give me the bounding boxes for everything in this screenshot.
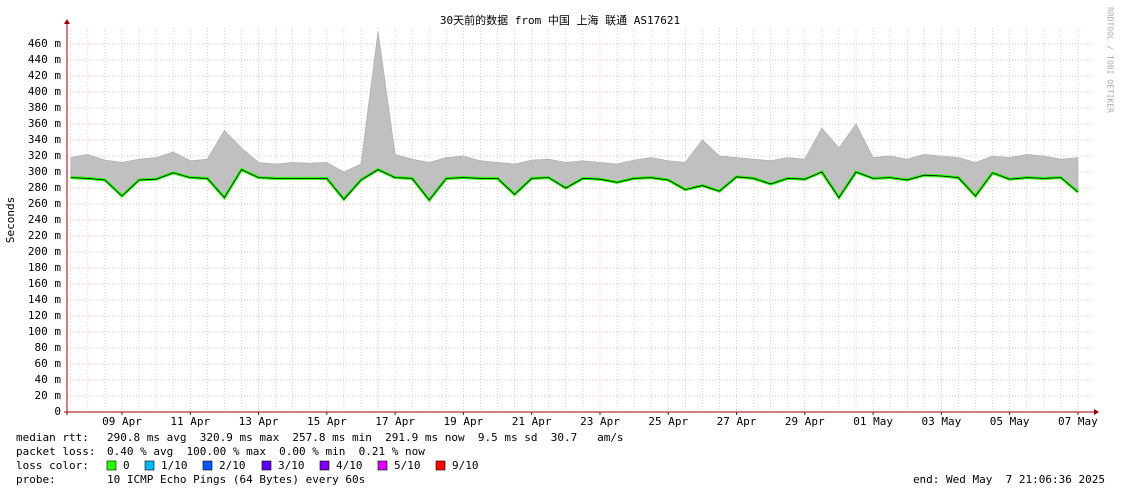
legend-label: 0 — [123, 459, 130, 472]
chart-title: 30天前的数据 from 中国 上海 联通 AS17621 — [440, 13, 680, 27]
axis-arrow — [64, 19, 70, 24]
y-tick-label: 260 m — [28, 197, 61, 210]
stat-text: 290.8 ms avg 320.9 ms max 257.8 ms min 2… — [107, 431, 624, 444]
legend-swatch — [144, 460, 155, 471]
legend-label: 5/10 — [394, 459, 421, 472]
median-core — [70, 169, 1079, 201]
y-tick-label: 420 m — [28, 69, 61, 82]
x-tick-label: 05 May — [990, 415, 1030, 428]
y-tick-label: 460 m — [28, 37, 61, 50]
y-tick-label: 400 m — [28, 85, 61, 98]
y-tick-label: 140 m — [28, 293, 61, 306]
y-tick-label: 0 — [54, 405, 61, 418]
legend-swatch — [377, 460, 388, 471]
y-tick-label: 340 m — [28, 133, 61, 146]
y-tick-label: 60 m — [35, 357, 62, 370]
x-tick-label: 25 Apr — [648, 415, 688, 428]
y-tick-label: 80 m — [35, 341, 62, 354]
x-tick-label: 03 May — [921, 415, 961, 428]
legend-label: 3/10 — [278, 459, 305, 472]
legend-swatch — [202, 460, 213, 471]
end-time: end: Wed May 7 21:06:36 2025 — [913, 473, 1105, 486]
x-tick-label: 09 Apr — [102, 415, 142, 428]
x-tick-label: 11 Apr — [170, 415, 210, 428]
legend-label: 9/10 — [452, 459, 479, 472]
y-tick-label: 360 m — [28, 117, 61, 130]
y-tick-label: 160 m — [28, 277, 61, 290]
y-tick-label: 20 m — [35, 389, 62, 402]
stat-label: packet loss: — [16, 445, 95, 458]
probe-label: probe: — [16, 473, 56, 486]
y-tick-label: 200 m — [28, 245, 61, 258]
watermark: RRDTOOL / TOBI OETIKER — [1106, 7, 1115, 113]
x-tick-label: 21 Apr — [512, 415, 552, 428]
y-tick-label: 40 m — [35, 373, 62, 386]
probe-text: 10 ICMP Echo Pings (64 Bytes) every 60s — [107, 473, 365, 486]
stat-text: 0.40 % avg 100.00 % max 0.00 % min 0.21 … — [107, 445, 425, 458]
legend-swatch — [319, 460, 330, 471]
y-tick-label: 120 m — [28, 309, 61, 322]
legend-label: loss color: — [16, 459, 89, 472]
legend-label: 1/10 — [161, 459, 188, 472]
y-tick-label: 240 m — [28, 213, 61, 226]
x-tick-label: 13 Apr — [239, 415, 279, 428]
y-tick-label: 300 m — [28, 165, 61, 178]
y-axis-label: Seconds — [4, 197, 17, 243]
stat-label: median rtt: — [16, 431, 89, 444]
y-tick-label: 280 m — [28, 181, 61, 194]
x-tick-label: 29 Apr — [785, 415, 825, 428]
legend-label: 2/10 — [219, 459, 246, 472]
x-tick-label: 17 Apr — [375, 415, 415, 428]
legend-label: 4/10 — [336, 459, 363, 472]
legend-swatch — [106, 460, 117, 471]
x-tick-label: 23 Apr — [580, 415, 620, 428]
y-tick-label: 180 m — [28, 261, 61, 274]
legend-swatch — [435, 460, 446, 471]
y-tick-label: 380 m — [28, 101, 61, 114]
legend-swatch — [261, 460, 272, 471]
x-tick-label: 15 Apr — [307, 415, 347, 428]
y-tick-label: 440 m — [28, 53, 61, 66]
x-tick-label: 01 May — [853, 415, 893, 428]
y-tick-label: 320 m — [28, 149, 61, 162]
y-tick-label: 220 m — [28, 229, 61, 242]
x-tick-label: 19 Apr — [444, 415, 484, 428]
x-tick-label: 27 Apr — [717, 415, 757, 428]
y-tick-label: 100 m — [28, 325, 61, 338]
axis-arrow — [1094, 409, 1099, 415]
x-tick-label: 07 May — [1058, 415, 1098, 428]
